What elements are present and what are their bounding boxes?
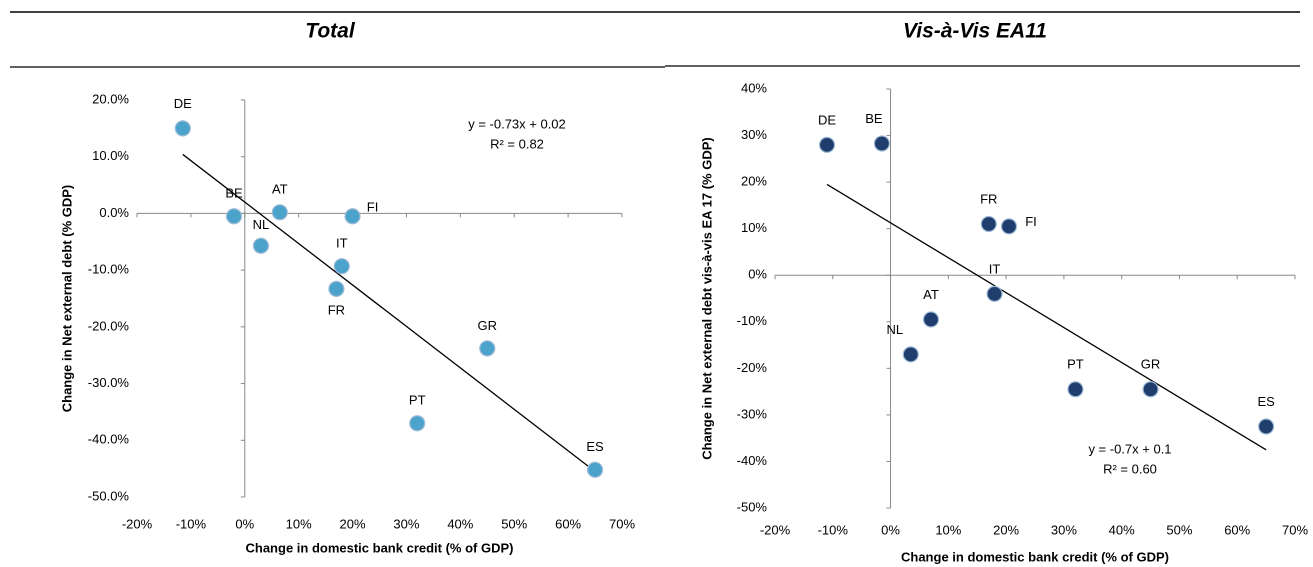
point-label: FR xyxy=(980,191,997,206)
annotation: R² = 0.60 xyxy=(1103,461,1157,476)
x-tick-label: 40% xyxy=(447,516,473,531)
y-tick-label: -30% xyxy=(737,406,768,421)
point-label: NL xyxy=(886,322,903,337)
point xyxy=(922,311,940,328)
point-label: BE xyxy=(225,186,243,201)
point xyxy=(479,340,496,357)
y-tick-label: 30% xyxy=(741,127,767,142)
y-tick-label: 0% xyxy=(748,267,767,282)
x-axis-title: Change in domestic bank credit (% of GDP… xyxy=(246,540,514,555)
point xyxy=(174,120,191,137)
point-label: GR xyxy=(1141,357,1161,372)
y-tick-label: 40% xyxy=(741,80,767,95)
y-tick-label: -30.0% xyxy=(88,375,130,390)
point xyxy=(225,208,243,225)
point xyxy=(328,280,345,297)
x-tick-label: 10% xyxy=(286,516,312,531)
x-tick-label: 50% xyxy=(1166,522,1192,537)
x-tick-label: 30% xyxy=(393,516,419,531)
x-tick-label: 40% xyxy=(1109,522,1135,537)
point-label: DE xyxy=(174,96,192,111)
chart-title: Vis-à-Vis EA11 xyxy=(903,20,1047,43)
annotation: R² = 0.82 xyxy=(490,136,544,151)
x-tick-label: 20% xyxy=(993,522,1019,537)
point xyxy=(986,285,1003,302)
point-label: AT xyxy=(923,287,939,302)
x-tick-label: 30% xyxy=(1051,522,1077,537)
point xyxy=(1258,418,1275,435)
trendline xyxy=(826,183,1267,451)
point xyxy=(333,258,350,275)
x-tick-label: -10% xyxy=(818,522,849,537)
point-label: AT xyxy=(272,182,288,197)
y-tick-label: -10.0% xyxy=(88,262,130,277)
x-tick-label: 0% xyxy=(235,516,254,531)
y-axis-title: Change in Net external debt (% GDP) xyxy=(59,185,74,413)
x-tick-label: -20% xyxy=(760,522,791,537)
point xyxy=(1000,218,1018,235)
point-label: NL xyxy=(253,217,270,232)
point xyxy=(1142,381,1159,398)
x-tick-label: 0% xyxy=(881,522,900,537)
point-label: BE xyxy=(865,111,883,126)
point xyxy=(344,208,361,225)
x-tick-label: 20% xyxy=(340,516,366,531)
x-tick-label: -20% xyxy=(122,516,153,531)
point-label: ES xyxy=(586,439,604,454)
point-label: PT xyxy=(1067,357,1084,372)
point-label: DE xyxy=(818,112,836,127)
x-tick-label: 50% xyxy=(501,516,527,531)
y-tick-label: 10.0% xyxy=(92,148,129,163)
chart-title: Total xyxy=(305,20,356,43)
point xyxy=(271,204,288,221)
point-label: GR xyxy=(478,318,498,333)
point xyxy=(873,135,890,152)
point xyxy=(818,136,836,153)
point xyxy=(409,415,426,432)
y-tick-label: 20.0% xyxy=(92,91,129,106)
point-label: IT xyxy=(336,236,348,251)
x-tick-label: -10% xyxy=(176,516,207,531)
y-tick-label: -50% xyxy=(737,499,768,514)
y-axis-title: Change in Net external debt vis-à-vis EA… xyxy=(699,137,714,459)
x-tick-label: 10% xyxy=(935,522,961,537)
point-label: FI xyxy=(367,200,379,215)
point xyxy=(1067,381,1084,398)
point-label: FR xyxy=(328,302,345,317)
point-label: PT xyxy=(409,393,426,408)
point xyxy=(252,237,270,254)
annotation: y = -0.7x + 0.1 xyxy=(1088,441,1171,456)
point-label: ES xyxy=(1257,394,1275,409)
point xyxy=(980,215,997,233)
y-tick-label: 0.0% xyxy=(99,205,129,220)
y-tick-label: -40.0% xyxy=(88,432,130,447)
y-tick-label: 10% xyxy=(741,220,767,235)
y-tick-label: -20% xyxy=(737,360,768,375)
y-tick-label: 20% xyxy=(741,174,767,189)
x-tick-label: 60% xyxy=(1224,522,1250,537)
point xyxy=(586,461,604,478)
y-tick-label: -50.0% xyxy=(88,488,130,503)
x-tick-label: 70% xyxy=(609,516,635,531)
x-tick-label: 60% xyxy=(555,516,581,531)
point-label: IT xyxy=(989,261,1001,276)
trendline xyxy=(182,153,596,472)
annotation: y = -0.73x + 0.02 xyxy=(468,116,566,131)
point-label: FI xyxy=(1025,214,1037,229)
y-tick-label: -40% xyxy=(737,453,768,468)
x-tick-label: 70% xyxy=(1282,522,1308,537)
y-tick-label: -20.0% xyxy=(88,318,130,333)
point xyxy=(902,346,919,363)
y-tick-label: -10% xyxy=(737,313,768,328)
x-axis-title: Change in domestic bank credit (% of GDP… xyxy=(901,549,1169,564)
